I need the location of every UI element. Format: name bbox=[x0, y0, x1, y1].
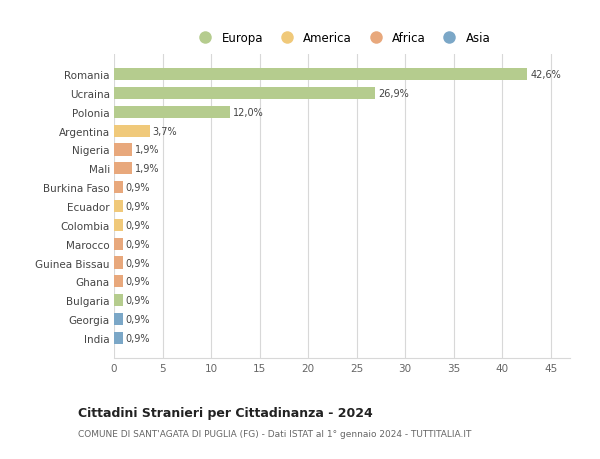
Bar bbox=[114, 106, 230, 119]
Bar bbox=[114, 257, 123, 269]
Bar bbox=[114, 238, 123, 250]
Bar bbox=[114, 182, 123, 194]
Bar bbox=[114, 294, 123, 307]
Text: 0,9%: 0,9% bbox=[125, 183, 150, 193]
Text: 0,9%: 0,9% bbox=[125, 333, 150, 343]
Bar bbox=[114, 219, 123, 231]
Text: 1,9%: 1,9% bbox=[136, 164, 160, 174]
Bar bbox=[114, 163, 133, 175]
Legend: Europa, America, Africa, Asia: Europa, America, Africa, Asia bbox=[188, 28, 496, 50]
Text: COMUNE DI SANT'AGATA DI PUGLIA (FG) - Dati ISTAT al 1° gennaio 2024 - TUTTITALIA: COMUNE DI SANT'AGATA DI PUGLIA (FG) - Da… bbox=[78, 429, 472, 438]
Bar bbox=[114, 69, 527, 81]
Text: 12,0%: 12,0% bbox=[233, 107, 264, 118]
Text: 0,9%: 0,9% bbox=[125, 202, 150, 212]
Text: 0,9%: 0,9% bbox=[125, 258, 150, 268]
Bar bbox=[114, 276, 123, 288]
Text: 3,7%: 3,7% bbox=[153, 126, 178, 136]
Bar bbox=[114, 201, 123, 213]
Text: 0,9%: 0,9% bbox=[125, 220, 150, 230]
Bar bbox=[114, 125, 150, 137]
Text: Cittadini Stranieri per Cittadinanza - 2024: Cittadini Stranieri per Cittadinanza - 2… bbox=[78, 406, 373, 419]
Text: 0,9%: 0,9% bbox=[125, 239, 150, 249]
Bar bbox=[114, 88, 375, 100]
Bar bbox=[114, 144, 133, 156]
Text: 0,9%: 0,9% bbox=[125, 314, 150, 325]
Text: 0,9%: 0,9% bbox=[125, 296, 150, 306]
Text: 1,9%: 1,9% bbox=[136, 145, 160, 155]
Text: 42,6%: 42,6% bbox=[530, 70, 561, 80]
Bar bbox=[114, 332, 123, 344]
Text: 0,9%: 0,9% bbox=[125, 277, 150, 287]
Text: 26,9%: 26,9% bbox=[378, 89, 409, 99]
Bar bbox=[114, 313, 123, 325]
